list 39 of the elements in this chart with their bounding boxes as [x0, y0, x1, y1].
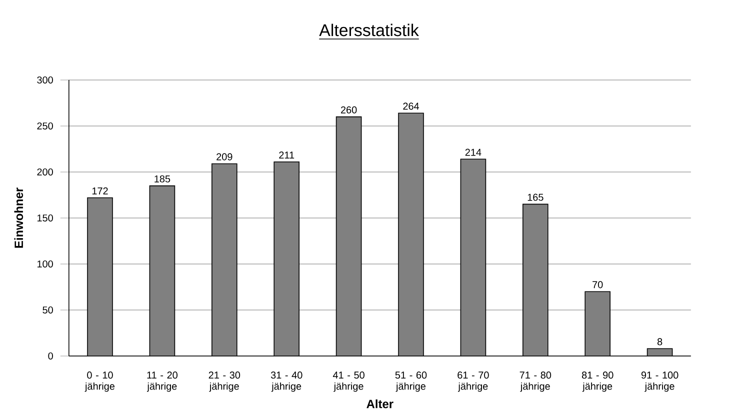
- x-tick-label: 21 - 30 jährige: [208, 372, 240, 392]
- y-tick-label: 100: [37, 260, 53, 268]
- y-tick-label: 150: [37, 214, 53, 222]
- x-tick-label: 91 - 100 jährige: [641, 372, 678, 392]
- data-label: 209: [216, 153, 232, 160]
- data-label: 185: [154, 175, 170, 182]
- bar: [585, 292, 610, 356]
- y-tick-label: 300: [37, 76, 53, 84]
- data-label: 172: [92, 187, 108, 194]
- data-label: 211: [279, 152, 294, 158]
- x-tick-label: 51 - 60 jährige: [395, 372, 427, 392]
- x-tick-label: 11 - 20 jährige: [146, 372, 178, 392]
- x-tick-label: 81 - 90 jährige: [582, 372, 614, 392]
- bar: [460, 159, 486, 356]
- data-label: 8: [657, 338, 662, 346]
- data-label: 165: [528, 194, 544, 201]
- data-label: 260: [340, 106, 357, 114]
- x-tick-label: 71 - 80 jährige: [520, 372, 552, 392]
- x-tick-label: 31 - 40 jährige: [270, 372, 302, 392]
- x-tick-label: 41 - 50 jährige: [332, 372, 364, 392]
- bar: [336, 116, 362, 356]
- y-tick-label: 50: [42, 306, 53, 314]
- x-axis-title: Alter: [366, 399, 394, 408]
- bar: [88, 198, 112, 356]
- bar: [398, 113, 424, 356]
- y-tick-label: 250: [37, 122, 53, 130]
- data-label: 264: [403, 102, 420, 110]
- bar: [522, 204, 548, 356]
- y-axis-title: Einwohner: [14, 188, 24, 248]
- bar: [274, 162, 300, 356]
- bar: [150, 186, 175, 356]
- data-label: 214: [465, 148, 482, 156]
- x-tick-label: 0 - 10 jährige: [84, 372, 114, 392]
- data-label: 70: [592, 281, 603, 288]
- x-tick-label: 61 - 70 jährige: [458, 372, 489, 392]
- y-tick-label: 0: [48, 352, 53, 360]
- y-tick-label: 200: [37, 168, 53, 176]
- bar: [212, 164, 237, 356]
- chart-title: Altersstatistik: [319, 24, 419, 36]
